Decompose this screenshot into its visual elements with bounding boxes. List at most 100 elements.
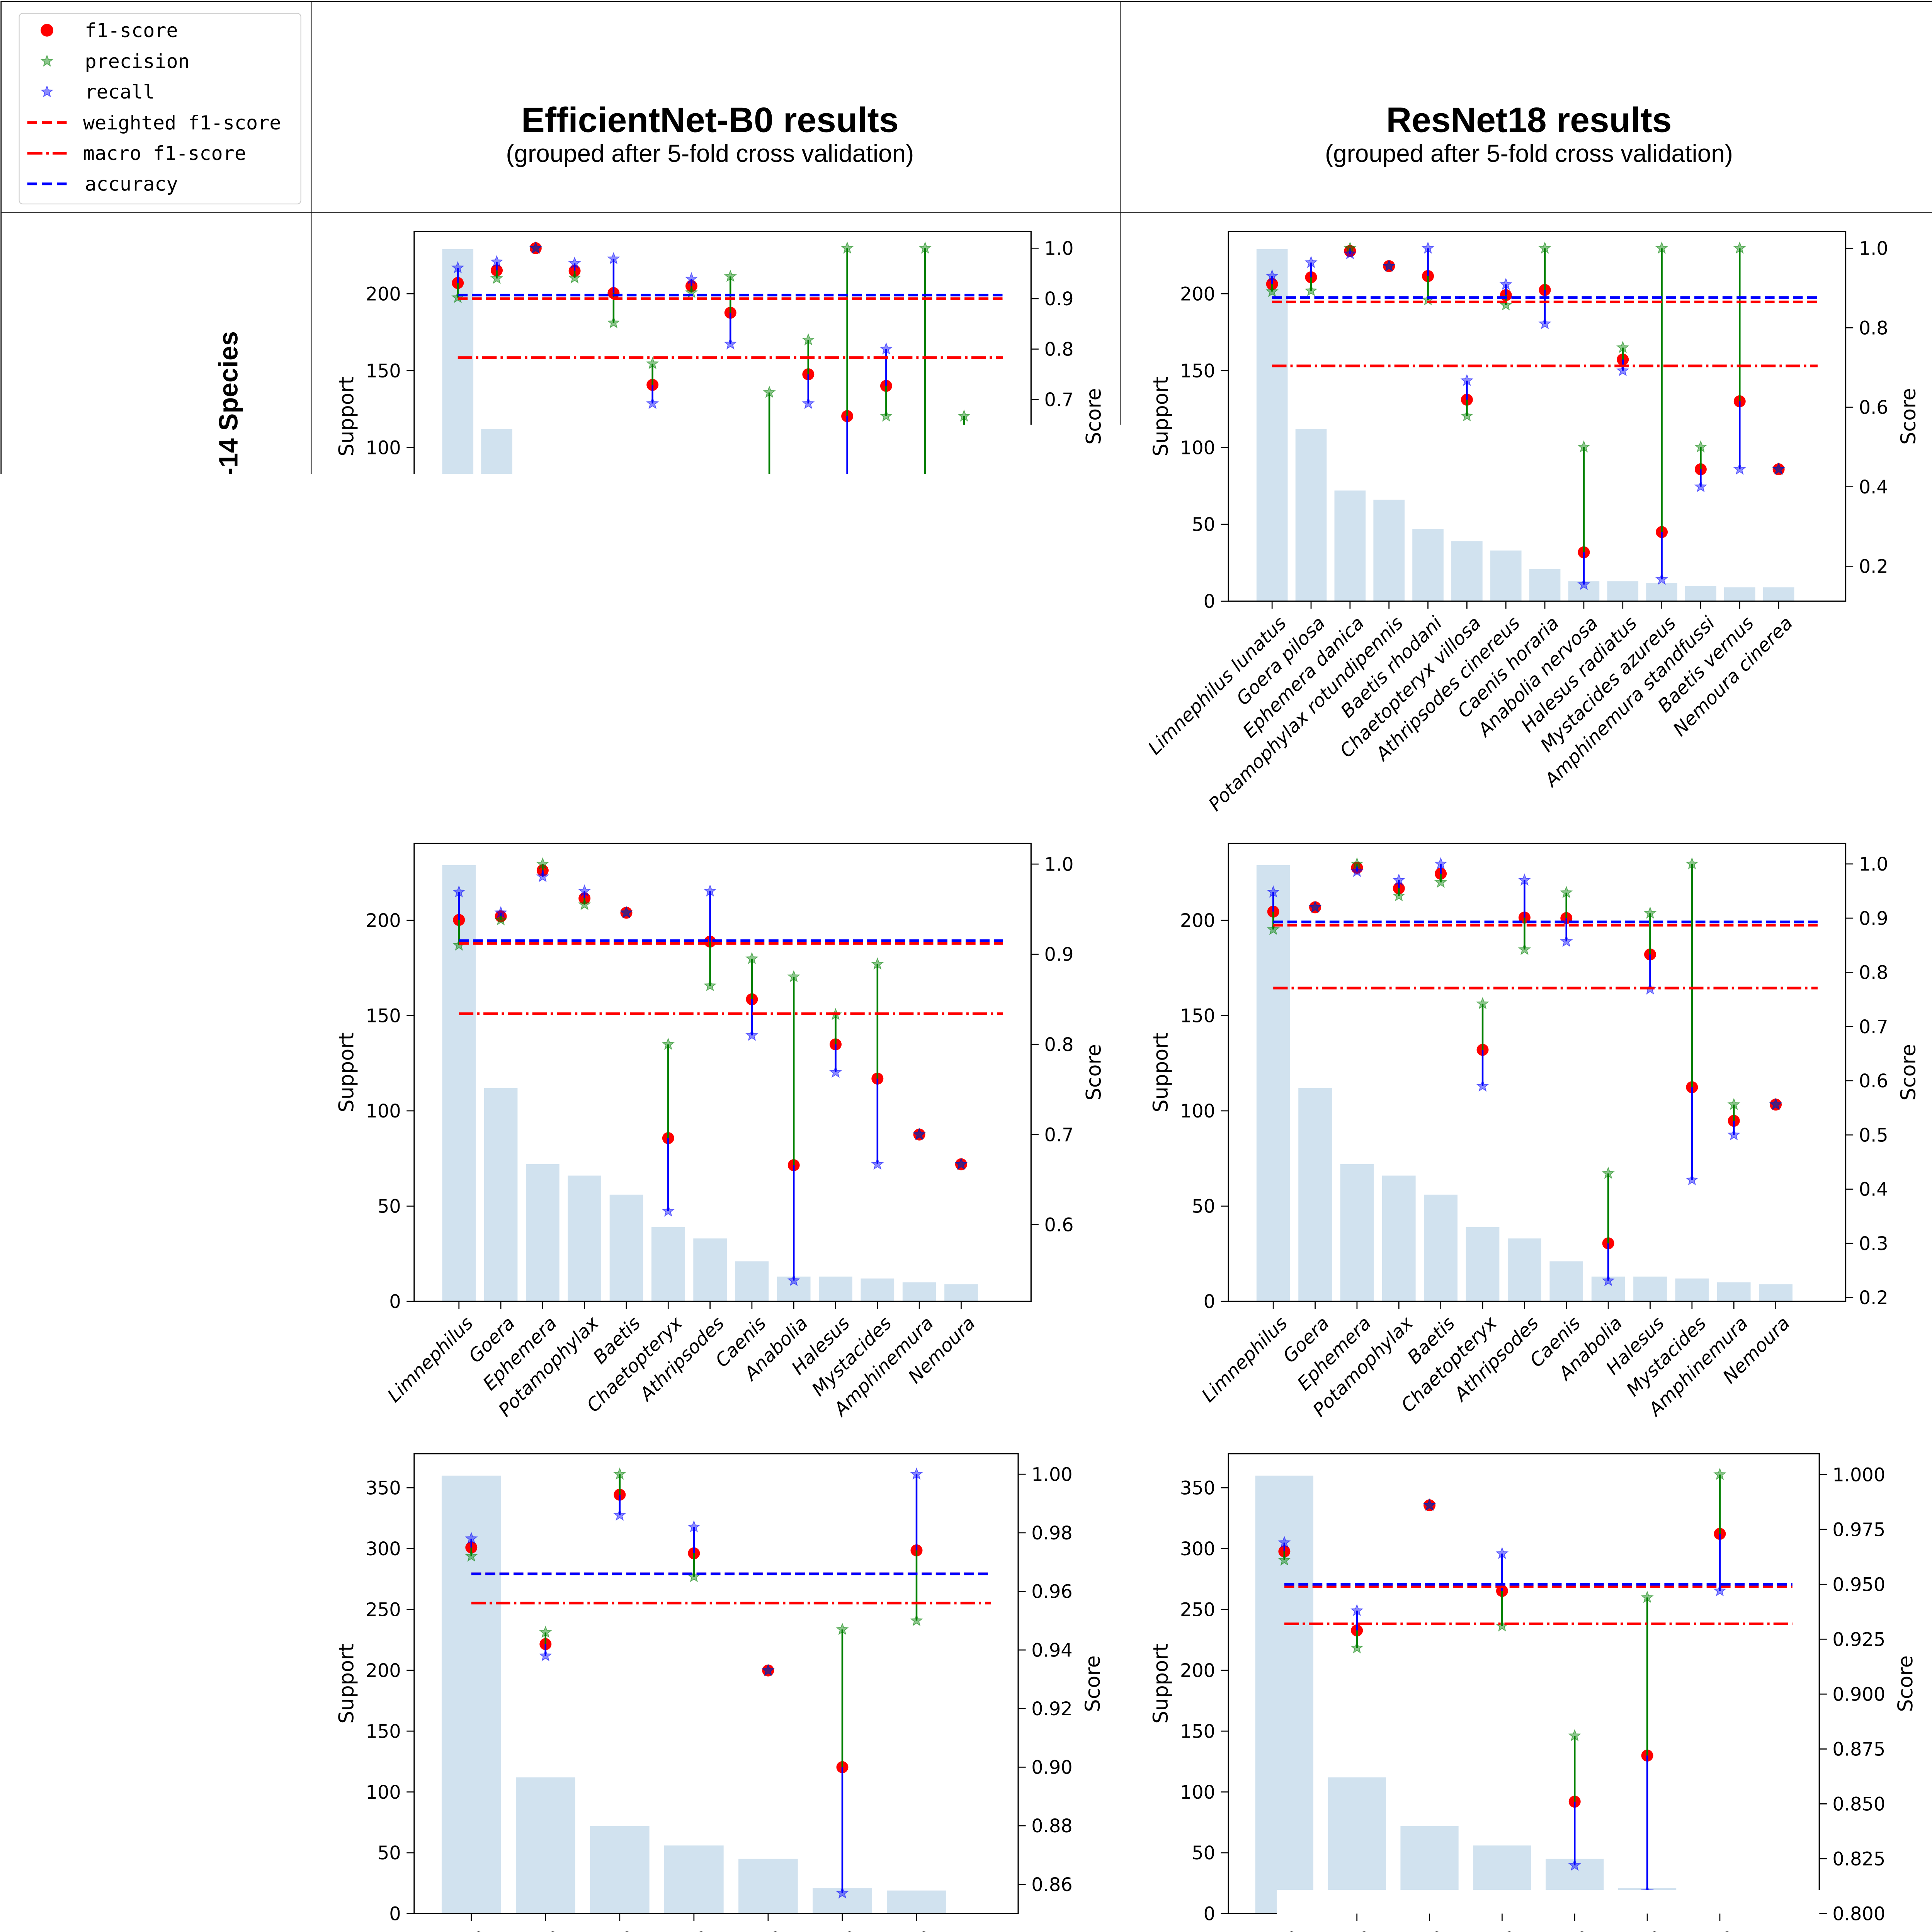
support-axis: 050100150200Support [1149,284,1228,612]
f1-score-circle-icon [41,24,53,37]
support-axis: 0 50 100 150 200 250 300 350 Support [1149,1478,1228,1925]
legend-label: accuracy [85,173,178,195]
support-bar [693,1238,727,1301]
score-tick-label: 0.6 [1859,397,1888,418]
score-tick-label: 0.3 [1859,1233,1888,1255]
support-axis-label: Support [1149,1644,1173,1724]
legend-label: f1-score [85,19,178,42]
support-bar [1724,587,1755,601]
score-axis: 0.3 0.4 0.5 0.6 0.7 0.8 0.9 1.0 Score [1031,238,1105,613]
score-tick-label: 1.0 [1044,854,1073,875]
support-bars [442,249,980,601]
recall-marker [725,338,736,349]
column-title: ResNet18 results [1121,103,1932,138]
x-axis: LimnephilusGoeraEphemeraPotamophylaxBaet… [383,1301,980,1421]
score-axis-label: Score [1081,1655,1105,1712]
support-bar [754,581,785,601]
support-bar [664,1845,724,1913]
x-tick-label: Limnephilus [383,1313,477,1406]
x-axis: LimnephilidaeGoeridaeEphemeridaeBaetidae… [383,1913,935,1932]
support-axis-label: Support [1149,1032,1173,1112]
support-tick-label: 100 [1180,1101,1215,1122]
support-bar [1490,551,1522,601]
support-bar [793,581,824,601]
support-bar [1508,1238,1541,1301]
chart-efficientnet-genus: LimnephilusGoeraEphemeraPotamophylaxBaet… [311,818,1121,1430]
support-tick-label: 50 [378,514,401,536]
support-bar [526,1164,560,1301]
figure: f1-score precision recall weighted f1-sc… [0,0,1932,1932]
score-tick-label: 0.8 [1044,339,1073,361]
recall-marker [1656,573,1667,584]
support-tick-label: 0 [1204,1291,1215,1313]
support-bar [520,490,551,601]
support-bar [590,1826,650,1914]
x-tick-label: Goeridae [1301,1925,1376,1932]
x-tick-label: Limnephilidae [383,1925,490,1932]
support-bar [1759,1284,1793,1301]
chart-resnet-genus: LimnephilusGoeraEphemeraPotamophylaxBaet… [1121,818,1932,1430]
score-axis-label: Score [1082,388,1106,445]
support-bar [637,541,668,601]
recall-marker [1477,1080,1488,1091]
precision-marker [1461,410,1473,421]
score-tick-label: 0.94 [1031,1640,1072,1661]
support-bar [559,500,590,601]
chart-resnet-family: LimnephilidaeGoeridaeEphemeridaeBaetidae… [1121,1430,1932,1932]
support-tick-label: 50 [1192,1196,1215,1218]
score-tick-label: 0.8 [1044,1034,1073,1056]
score-tick-label: 1.0 [1859,854,1888,875]
recall-marker [614,1509,626,1520]
score-tick-label: 0.900 [1832,1684,1885,1706]
support-axis-label: Support [335,1032,359,1112]
support-bar [676,551,707,601]
chart-resnet-species: Limnephilus lunatusGoera pilosaEphemera … [1121,211,1932,818]
score-tick-label: 0.92 [1031,1699,1072,1720]
support-bar [610,1195,643,1301]
support-bar [1298,1088,1332,1301]
recall-marker [803,398,814,408]
support-tick-label: 200 [1180,910,1215,932]
score-tick-label: 0.875 [1832,1739,1885,1760]
precision-markers [452,242,969,421]
support-bar [516,1777,575,1914]
precision-marker [1497,1620,1508,1631]
support-tick-label: 200 [366,284,401,305]
chart-efficientnet-family: LimnephilidaeGoeridaeEphemeridaeBaetidae… [311,1430,1121,1932]
score-tick-label: 0.98 [1031,1523,1072,1544]
legend-label: weighted f1-score [83,112,281,134]
score-tick-label: 0.7 [1044,1124,1073,1146]
score-axis-label: Score [1082,1044,1106,1101]
x-tick-label: Nemouridae [1643,1925,1738,1932]
support-axis: 050100150200Support [1149,910,1228,1313]
support-bar [442,249,473,601]
support-axis-label: Support [335,1644,359,1724]
support-bar [1340,1164,1374,1301]
x-tick-label: Limnephilidae [1196,1925,1303,1932]
support-bar [910,587,941,601]
score-axis: 0.860.880.900.920.940.960.981.00Score [1018,1464,1105,1895]
support-bar [568,1175,601,1301]
legend: f1-score precision recall weighted f1-sc… [0,0,311,211]
score-tick-label: 0.9 [1859,908,1888,929]
recall-marker [959,523,970,533]
score-tick-label: 0.9 [1044,944,1073,966]
support-bar [1424,1195,1458,1301]
support-tick-label: 0 [1204,1904,1215,1925]
score-tick-label: 0.88 [1031,1816,1072,1837]
support-bar [598,529,629,601]
x-tick-label: Goeridae [490,1925,564,1932]
score-axis-label: Score [1897,388,1920,445]
support-bar [1328,1777,1386,1914]
precision-marker [608,317,619,327]
x-tick-label: Baetidae [639,1925,712,1932]
support-axis-label: Support [1149,376,1173,456]
score-tick-label: 0.6 [1044,440,1073,461]
score-axis-label: Score [1897,1044,1920,1101]
support-tick-label: 150 [1180,361,1215,382]
support-tick-label: 300 [1180,1539,1215,1560]
support-tick-label: 300 [366,1539,401,1560]
score-tick-label: 0.90 [1031,1757,1072,1779]
support-bar [861,1279,895,1301]
score-tick-label: 1.000 [1832,1464,1885,1486]
